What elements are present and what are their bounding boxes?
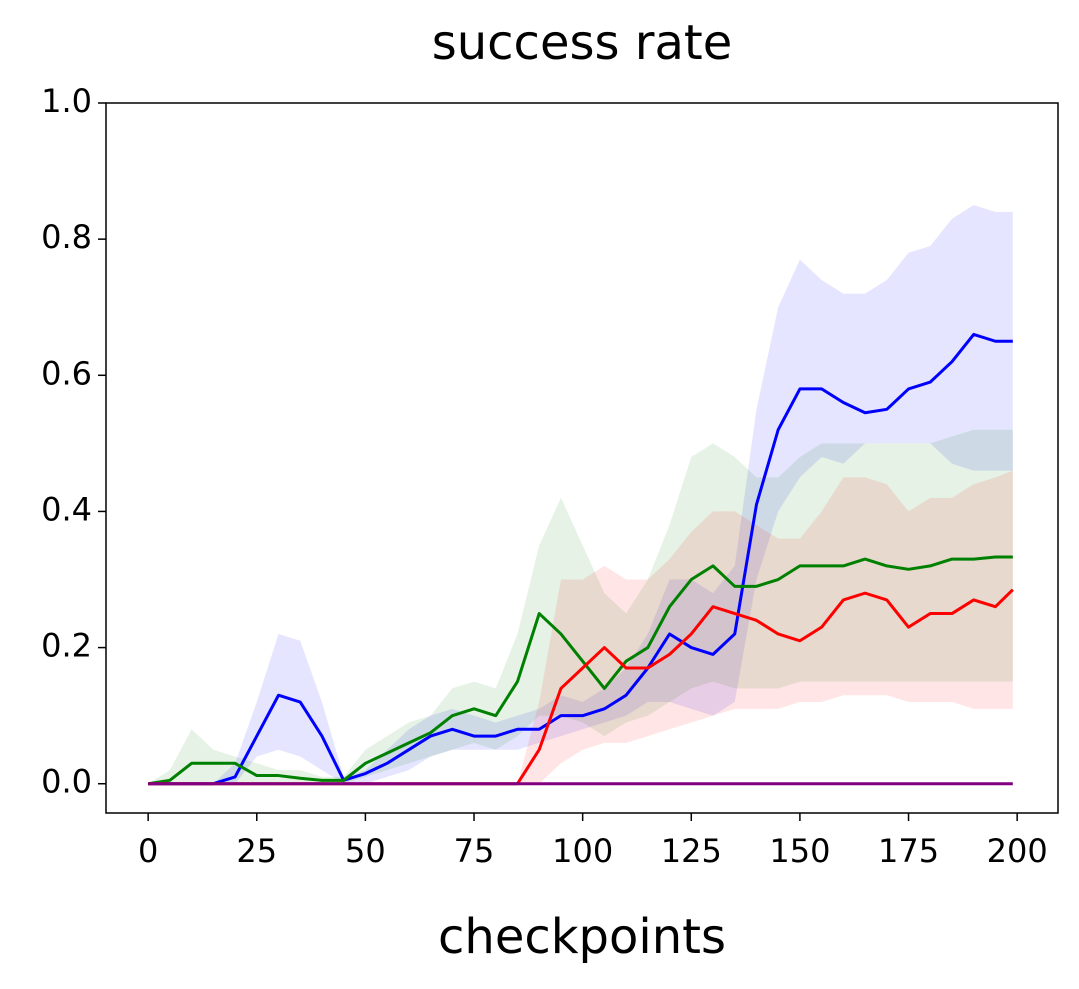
confidence-band <box>148 205 1013 784</box>
x-tick-label: 25 <box>236 832 277 870</box>
x-tick-label: 175 <box>878 832 939 870</box>
y-tick-label: 0.0 <box>41 763 92 801</box>
x-tick-label: 200 <box>987 832 1048 870</box>
y-tick-label: 0.2 <box>41 627 92 665</box>
plot-frame <box>105 102 1059 814</box>
x-tick-label: 150 <box>769 832 830 870</box>
x-tick-label: 75 <box>454 832 495 870</box>
x-tick-label: 125 <box>661 832 722 870</box>
series-line <box>147 555 1013 786</box>
x-tick-label: 50 <box>345 832 386 870</box>
y-tick-label: 0.6 <box>41 354 92 392</box>
x-tick-label: 100 <box>552 832 613 870</box>
chart-title: success rate <box>432 15 733 71</box>
x-tick-label: 0 <box>138 832 158 870</box>
confidence-band <box>148 429 1013 784</box>
y-tick-label: 1.0 <box>41 82 92 120</box>
series-line <box>148 332 1013 786</box>
x-axis-label: checkpoints <box>438 909 726 965</box>
y-tick-label: 0.4 <box>41 490 92 528</box>
confidence-band <box>148 470 1013 784</box>
y-tick-label: 0.8 <box>41 218 92 256</box>
